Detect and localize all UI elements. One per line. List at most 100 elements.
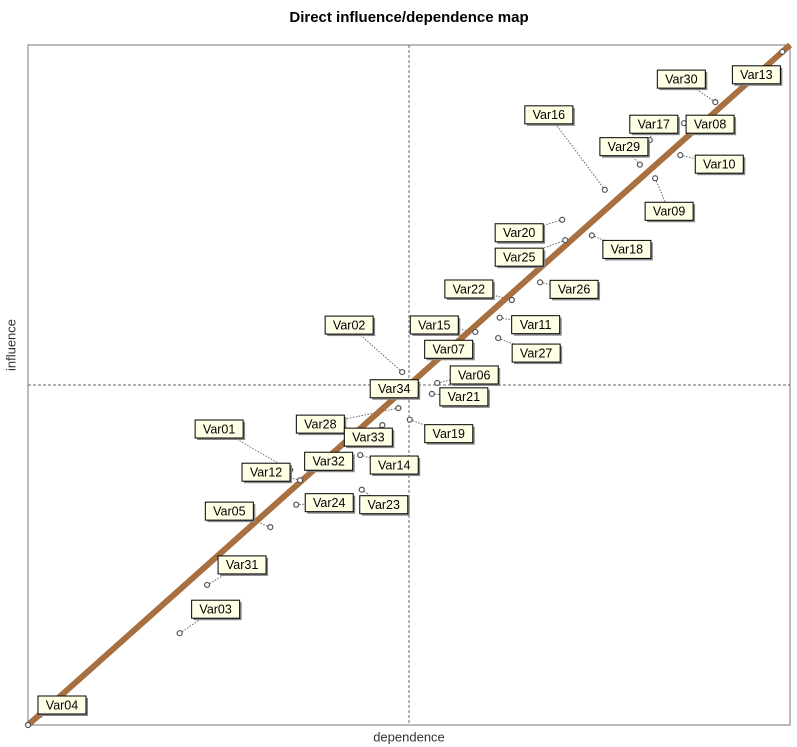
point xyxy=(293,501,300,508)
x-axis-label: dependence xyxy=(373,729,445,744)
point xyxy=(406,416,413,423)
point xyxy=(652,175,659,182)
label-box xyxy=(449,365,499,385)
label-box xyxy=(494,223,544,243)
point-label: Var05 xyxy=(213,504,245,518)
point-label: Var16 xyxy=(533,108,565,122)
point xyxy=(559,216,566,223)
point-label: Var10 xyxy=(703,157,735,171)
label-box xyxy=(194,419,244,439)
label-box xyxy=(241,462,291,482)
point-label: Var14 xyxy=(378,458,410,472)
label-box xyxy=(217,555,267,575)
point-label: Var11 xyxy=(520,318,552,332)
label-box xyxy=(191,599,241,619)
label-box xyxy=(424,424,474,444)
point xyxy=(203,581,211,589)
label-box xyxy=(549,279,599,299)
label-box xyxy=(424,339,474,359)
point-label: Var02 xyxy=(333,318,365,332)
point-label: Var29 xyxy=(608,140,640,154)
point xyxy=(399,368,406,376)
point-label: Var22 xyxy=(453,282,485,296)
point-label: Var20 xyxy=(503,226,535,240)
label-box xyxy=(444,279,494,299)
label-box xyxy=(324,315,374,335)
point xyxy=(267,524,274,531)
label-box xyxy=(511,343,561,363)
point xyxy=(358,486,365,493)
label-box xyxy=(644,201,694,221)
point xyxy=(712,99,719,106)
point xyxy=(677,152,684,159)
point xyxy=(636,161,643,168)
point-label: Var19 xyxy=(433,427,465,441)
point xyxy=(357,451,364,459)
point-label: Var17 xyxy=(638,117,670,131)
label-box xyxy=(304,451,354,471)
label-box xyxy=(439,387,489,407)
point-label: Var21 xyxy=(448,390,480,404)
label-box xyxy=(359,495,409,515)
label-box xyxy=(295,414,345,434)
point-label: Var23 xyxy=(368,498,400,512)
point xyxy=(601,186,608,193)
point-label: Var01 xyxy=(203,422,235,436)
point-label: Var24 xyxy=(313,496,345,510)
point-label: Var04 xyxy=(46,698,78,712)
point xyxy=(779,48,786,55)
leader-line xyxy=(548,114,606,191)
label-box xyxy=(694,154,744,174)
label-box xyxy=(37,695,87,715)
label-box xyxy=(524,105,574,125)
point xyxy=(428,390,435,397)
leader-line xyxy=(409,419,449,435)
point-label: Var33 xyxy=(352,430,384,444)
label-box xyxy=(369,379,419,399)
point-label: Var26 xyxy=(558,283,590,297)
point xyxy=(434,379,441,387)
point xyxy=(379,422,386,429)
label-box xyxy=(304,493,354,513)
point-label: Var15 xyxy=(418,318,450,332)
label-box xyxy=(599,137,649,157)
y-axis-label: influence xyxy=(3,319,18,371)
point xyxy=(395,405,402,412)
point-label: Var32 xyxy=(312,455,344,469)
point-label: Var18 xyxy=(611,243,643,257)
point xyxy=(495,334,502,342)
label-box xyxy=(629,114,679,134)
point-label: Var13 xyxy=(740,68,772,82)
label-box xyxy=(685,114,735,134)
point-label: Var08 xyxy=(694,117,726,131)
point-label: Var31 xyxy=(226,558,258,572)
label-box xyxy=(731,65,781,85)
point-label: Var12 xyxy=(250,465,282,479)
point-label: Var06 xyxy=(458,368,490,382)
point xyxy=(496,314,503,321)
point-label: Var28 xyxy=(304,417,336,431)
chart-title: Direct influence/dependence map xyxy=(289,9,528,26)
point-label: Var25 xyxy=(503,250,535,264)
point xyxy=(508,296,515,304)
label-box xyxy=(409,315,459,335)
point-label: Var30 xyxy=(665,72,697,86)
point-label: Var03 xyxy=(199,602,231,616)
label-box xyxy=(656,69,706,89)
label-box xyxy=(204,501,254,521)
point xyxy=(562,237,569,244)
point-label: Var27 xyxy=(520,346,552,360)
point xyxy=(176,630,183,637)
point xyxy=(24,721,32,729)
label-box xyxy=(369,455,419,475)
label-box xyxy=(343,427,393,447)
point-label: Var09 xyxy=(653,205,685,219)
label-box xyxy=(602,239,652,259)
point xyxy=(296,477,304,484)
point xyxy=(536,279,544,286)
point xyxy=(588,232,595,239)
point-label: Var07 xyxy=(432,343,464,357)
point xyxy=(472,328,479,336)
